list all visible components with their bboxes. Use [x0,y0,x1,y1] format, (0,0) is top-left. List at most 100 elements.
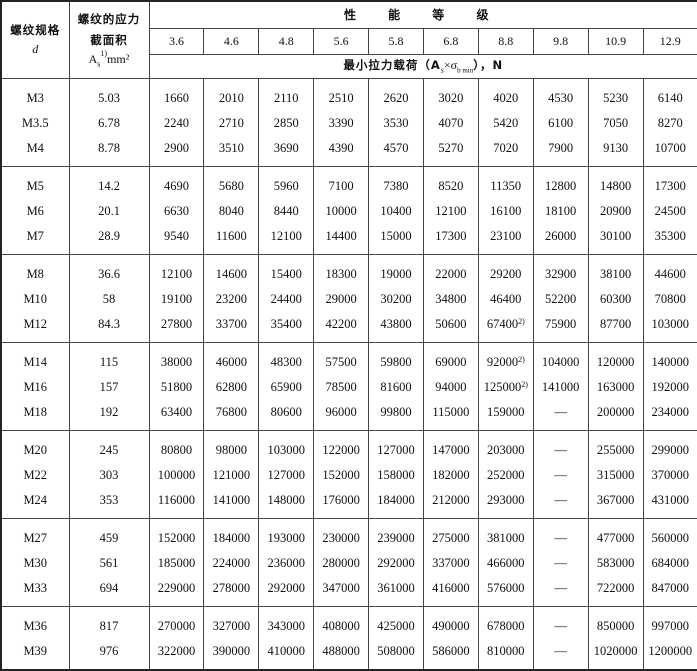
load-cell-6.8: 22000 34800 50600 [422,253,479,343]
min-load-value: 2900 [163,140,189,155]
min-load-value: 33700 [215,316,247,331]
min-load-value: 722000 [596,580,635,595]
load-cell-4.6: 5680 8040 11600 [203,165,260,255]
stress-area: 694 [99,580,119,595]
load-cell-8.8: 11350 16100 23100 [477,165,534,255]
min-load-value: 27800 [160,316,193,331]
min-load-value: 46000 [215,354,247,369]
load-cell-5.6: 122000 152000 176000 [313,429,370,519]
min-load-value: 147000 [432,442,470,457]
min-load-value: 12100 [435,203,467,218]
load-cell-9.8: — — — [532,429,589,519]
min-load-value: 24500 [654,203,686,218]
load-cell-4.8: 343000 410000 [258,605,315,670]
load-label-text: 最小拉力载荷（A [343,58,441,73]
min-load-value: 38000 [160,354,193,369]
min-load-value: 390000 [212,643,251,658]
min-load-value: 7100 [328,178,354,193]
thread-spec: M22 [23,467,48,482]
min-load-value: — [554,492,567,507]
load-cell-9.8: 4530 6100 7900 [532,77,589,167]
area-subscript: s [97,59,101,69]
min-load-value: 7380 [383,178,409,193]
min-load-value: 2510 [328,90,354,105]
min-load-value: 4020 [493,90,519,105]
grade-3.6: 3.6 [148,27,205,55]
row-group: M36 M39 817 976 270000 322000 327000 390000 3430… [0,605,697,670]
min-load-value: 43800 [380,316,412,331]
stress-area: 28.9 [98,228,120,243]
load-label-sub: s [440,65,444,75]
load-cell-12.9: 17300 24500 35300 [642,165,697,255]
min-load-value: 52200 [545,291,577,306]
footnote-marker: 2) [518,316,525,326]
min-load-value: 81600 [380,379,412,394]
stress-area: 36.6 [98,266,120,281]
load-cell-10.9: 14800 20900 30100 [587,165,644,255]
min-load-value: 100000 [157,467,196,482]
grade-8.8: 8.8 [477,27,534,55]
stress-area: 14.2 [98,178,120,193]
load-cell-8.8: 29200 46400 674002) [477,253,534,343]
min-load-value: 920002) [479,350,533,375]
thread-spec: M39 [23,643,48,658]
stress-area-cell: 14.2 20.1 28.9 [68,165,150,255]
stress-area-cell: 245 303 353 [68,429,150,519]
load-value: 125000 [483,379,522,394]
load-cell-8.8: 203000 252000 293000 [477,429,534,519]
load-cell-4.6: 184000 224000 278000 [203,517,260,607]
min-load-value: 4530 [548,90,574,105]
min-load-value: 5270 [438,140,464,155]
min-load-value: 152000 [157,530,196,545]
min-load-value: 2620 [383,90,409,105]
min-load-value: 477000 [596,530,635,545]
footnote-marker: 2) [521,379,528,389]
grade-5.8: 5.8 [368,27,424,55]
min-load-value: 674002) [479,312,533,337]
load-cell-5.6: 18300 29000 42200 [313,253,370,343]
min-load-value: 230000 [322,530,360,545]
area-unit: mm² [107,52,130,67]
thread-spec: M18 [23,404,48,419]
min-load-value: 120000 [596,354,635,369]
stress-area: 459 [99,530,119,545]
min-load-value: 78500 [325,379,357,394]
load-cell-5.8: 127000 158000 184000 [368,429,424,519]
load-cell-3.6: 152000 185000 229000 [148,517,205,607]
min-load-value: 152000 [322,467,360,482]
min-load-value: 7050 [603,115,629,130]
min-load-value: 12100 [160,266,193,281]
footnote-marker: 2) [518,354,525,364]
min-load-value: 14800 [599,178,632,193]
load-cell-12.9: 299000 370000 431000 [642,429,697,519]
min-load-value: 343000 [267,618,305,633]
min-load-value: 10000 [325,203,357,218]
thread-spec: M20 [23,442,48,457]
min-load-value: — [554,442,567,457]
grade-6.8: 6.8 [422,27,479,55]
header-thread-spec: 螺纹规格 d [0,0,70,79]
min-load-value: 141000 [541,379,580,394]
min-load-value: 11350 [490,178,522,193]
stress-area: 303 [99,467,119,482]
min-load-value: 34800 [435,291,467,306]
load-cell-6.8: 275000 337000 416000 [422,517,479,607]
min-load-value: 50600 [435,316,467,331]
min-load-value: 10400 [380,203,412,218]
min-load-value: 44600 [654,266,686,281]
stress-area-label-2: 截面积 [90,33,128,48]
min-load-value: 5680 [218,178,244,193]
min-load-value: 26000 [545,228,577,243]
min-load-value: 29200 [490,266,522,281]
min-load-value: 2850 [273,115,299,130]
stress-area: 115 [99,354,119,369]
load-cell-4.8: 2110 2850 3690 [258,77,315,167]
thread-spec: M8 [26,266,44,281]
grade-9.8: 9.8 [532,27,589,55]
thread-spec: M7 [26,228,44,243]
min-load-value: 46400 [490,291,522,306]
min-load-value: 48300 [270,354,302,369]
min-load-value: 466000 [487,555,525,570]
min-load-value: 59800 [380,354,412,369]
thread-spec: M30 [23,555,48,570]
